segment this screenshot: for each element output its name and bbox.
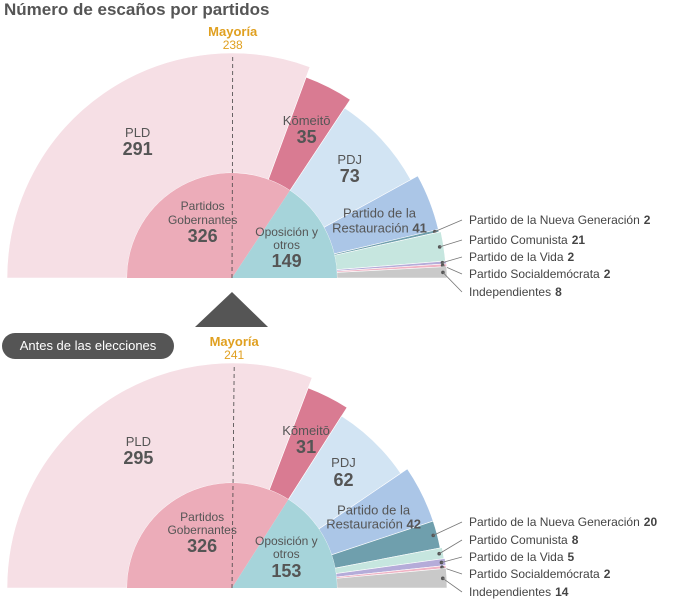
leader-line <box>442 256 463 264</box>
side-label: Partido de la Vida 2 <box>469 250 574 264</box>
party-name: Partido de la Vida <box>469 550 564 564</box>
value-label: 62 <box>333 469 354 490</box>
value-label: 41 <box>412 220 427 236</box>
majority-line <box>231 366 235 589</box>
side-label: Partido de la Nueva Generación 2 <box>469 213 650 227</box>
value-label: 153 <box>271 560 302 581</box>
party-name: PLD <box>125 124 151 140</box>
side-label: Partido Socialdemócrata 2 <box>469 567 610 581</box>
side-label: Partido Socialdemócrata 2 <box>469 267 610 281</box>
party-name: PDJ <box>337 151 362 167</box>
leader-line <box>442 272 463 293</box>
value-label: 21 <box>571 233 586 247</box>
side-label: Partido Comunista 8 <box>469 533 578 547</box>
value-label: 20 <box>643 515 658 529</box>
party-name: Partido Socialdemócrata <box>469 267 600 281</box>
bloc-label: Oposición y otros 153 <box>251 534 321 581</box>
bloc-name: Partidos Gobernantes <box>167 199 238 227</box>
party-name: Partido de la Restauración <box>326 502 411 532</box>
majority-value: 241 <box>224 347 245 362</box>
party-name: Partido Comunista <box>469 233 568 247</box>
bloc-segment <box>232 190 337 278</box>
value-label: 73 <box>339 165 360 186</box>
value-label: 295 <box>123 448 154 469</box>
majority-line <box>231 55 234 279</box>
value-label: 2 <box>603 567 611 581</box>
majority-label: Mayoría 241 <box>210 335 259 361</box>
bloc-name: Partidos Gobernantes <box>167 509 237 537</box>
segment-label: PDJ 73 <box>337 151 362 187</box>
value-label: 2 <box>643 213 651 227</box>
majority-name: Mayoría <box>208 24 258 39</box>
party-name: Partido de la Restauración <box>332 205 416 236</box>
party-name: Kōmeitō <box>282 112 331 128</box>
side-label: Independientes 14 <box>469 585 568 599</box>
value-label: 326 <box>187 225 218 246</box>
bloc-label: Partidos Gobernantes 326 <box>157 509 247 557</box>
majority-value: 238 <box>222 37 243 52</box>
side-label: Partido de la Nueva Generación 20 <box>469 515 657 529</box>
segment-label: Partido de la Restauración 41 <box>324 205 434 236</box>
segment-label: PLD 295 <box>123 434 154 469</box>
arrow <box>195 292 268 327</box>
bloc-segment <box>127 172 291 278</box>
value-label: 35 <box>296 127 317 148</box>
value-label: 14 <box>555 585 569 599</box>
party-name: Kōmeitō <box>282 422 330 438</box>
party-name: Partido Comunista <box>469 533 568 547</box>
value-label: 2 <box>567 250 575 264</box>
majority-name: Mayoría <box>209 334 259 349</box>
leader-line <box>439 239 463 248</box>
leader-line <box>438 539 463 555</box>
value-label: 31 <box>296 436 317 457</box>
value-label: 326 <box>187 535 218 556</box>
party-name: Partido de la Vida <box>469 250 564 264</box>
value-label: 8 <box>571 533 579 547</box>
bloc-label: Partidos Gobernantes 326 <box>158 200 248 246</box>
party-name: Partido Socialdemócrata <box>469 567 600 581</box>
value-label: 291 <box>122 138 153 159</box>
side-label: Partido de la Vida 5 <box>469 550 574 564</box>
party-name: Independientes <box>469 285 552 299</box>
party-name: PDJ <box>331 455 356 471</box>
party-name: Partido de la Nueva Generación <box>469 213 640 227</box>
bloc-segment <box>232 499 337 588</box>
side-label: Partido Comunista 21 <box>469 233 585 247</box>
segment-label: Partido de la Restauración 42 <box>319 502 429 533</box>
party-name: PLD <box>125 434 152 450</box>
leader-line <box>441 556 463 563</box>
party-name: Independientes <box>469 585 552 599</box>
value-label: 8 <box>555 285 562 299</box>
value-label: 5 <box>567 550 575 564</box>
leader-line <box>434 219 463 232</box>
value-label: 149 <box>271 250 302 271</box>
segment-label: PLD 291 <box>122 124 153 160</box>
bloc-label: Oposición y otros 149 <box>252 224 322 272</box>
side-label: Independientes 8 <box>469 285 562 299</box>
bloc-name: Oposición y otros <box>255 224 318 252</box>
bloc-name: Oposición y otros <box>254 534 318 562</box>
majority-label: Mayoría 238 <box>208 25 257 51</box>
party-name: Partido de la Nueva Generación <box>469 515 640 529</box>
segment-label: Kōmeitō 35 <box>282 112 331 148</box>
value-label: 42 <box>406 516 421 532</box>
leader-line <box>433 521 463 536</box>
segment-label: PDJ 62 <box>331 456 356 490</box>
bloc-segment <box>127 483 289 588</box>
subtitle: Antes de las elecciones <box>2 333 174 359</box>
leader-line <box>442 577 463 593</box>
chart-title: Número de escaños por partidos <box>4 0 270 19</box>
segment-label: Kōmeitō 31 <box>282 422 330 458</box>
value-label: 2 <box>603 267 611 281</box>
